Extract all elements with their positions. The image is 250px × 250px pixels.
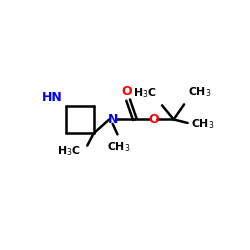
Text: CH$_3$: CH$_3$: [107, 140, 130, 153]
Text: O: O: [122, 85, 132, 98]
Text: CH$_3$: CH$_3$: [188, 85, 211, 98]
Text: H$_3$C: H$_3$C: [132, 86, 156, 100]
Text: CH$_3$: CH$_3$: [191, 117, 214, 131]
Text: N: N: [108, 113, 118, 126]
Text: HN: HN: [42, 91, 62, 104]
Text: H$_3$C: H$_3$C: [58, 144, 81, 158]
Text: O: O: [148, 113, 159, 126]
